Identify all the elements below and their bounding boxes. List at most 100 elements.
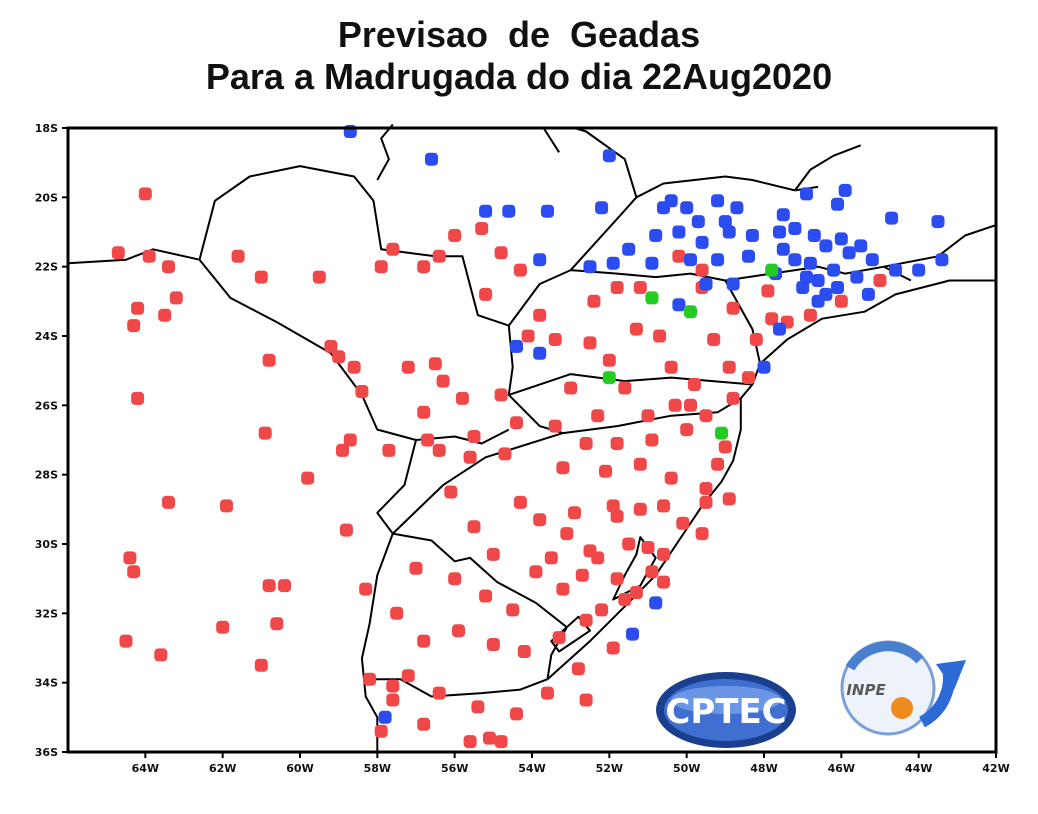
station-frost-marker — [541, 686, 554, 700]
station-frost-marker — [699, 409, 713, 423]
station-frost-marker — [749, 333, 763, 346]
border-line — [360, 533, 394, 752]
lat-tick-label: 32S — [35, 607, 58, 620]
station-markers — [111, 125, 949, 749]
station-frost-marker — [622, 537, 636, 551]
station-no-frost-marker — [827, 263, 841, 277]
inpe-logo: INPE — [840, 640, 966, 736]
cptec-logo-text: CPTEC — [665, 692, 786, 732]
latitude-ticks: 18S 20S 22S 24S 26S 28S 30S 32S 34S 36S — [35, 122, 68, 759]
station-no-frost-marker — [672, 298, 686, 312]
station-frost-marker — [765, 312, 779, 326]
station-frost-marker — [564, 381, 578, 395]
station-no-frost-marker — [533, 346, 547, 360]
station-frost-marker — [220, 499, 233, 513]
station-frost-marker — [726, 391, 740, 405]
station-frost-marker — [127, 565, 141, 579]
station-frost-marker — [676, 516, 690, 530]
station-no-frost-marker — [711, 253, 725, 267]
lon-tick-label: 44W — [905, 762, 932, 775]
border-line — [67, 248, 510, 445]
lon-tick-label: 52W — [596, 762, 623, 775]
station-frost-marker — [254, 658, 268, 672]
title-line-1: Previsao de Geadas — [337, 14, 701, 55]
station-no-frost-marker — [776, 208, 790, 222]
station-frost-marker — [873, 274, 887, 287]
station-no-frost-marker — [811, 294, 825, 308]
station-frost-marker — [363, 672, 377, 686]
station-frost-marker — [386, 693, 400, 707]
station-no-frost-marker — [935, 253, 949, 267]
station-frost-marker — [742, 371, 755, 385]
station-no-frost-marker — [831, 281, 844, 294]
station-no-frost-marker — [788, 253, 802, 267]
station-frost-marker — [494, 735, 508, 749]
lat-tick-label: 24S — [35, 330, 58, 343]
station-frost-marker — [216, 620, 230, 634]
station-no-frost-marker — [664, 194, 678, 208]
station-no-frost-marker — [861, 287, 875, 301]
border-line — [392, 532, 568, 680]
lat-tick-label: 28S — [35, 469, 58, 482]
station-frost-marker — [401, 360, 415, 374]
station-frost-marker — [452, 624, 465, 638]
station-no-frost-marker — [672, 225, 686, 239]
station-frost-marker — [610, 509, 624, 523]
station-frost-marker — [707, 333, 721, 346]
station-frost-marker — [158, 308, 172, 322]
station-frost-marker — [618, 593, 632, 606]
station-no-frost-marker — [745, 229, 759, 242]
station-frost-marker — [154, 648, 168, 662]
lon-tick-label: 56W — [441, 762, 468, 775]
station-frost-marker — [386, 242, 400, 256]
lon-tick-label: 46W — [828, 762, 855, 775]
station-no-frost-marker — [931, 215, 945, 229]
station-frost-marker — [428, 357, 442, 371]
station-frost-marker — [506, 603, 520, 617]
station-frost-marker — [162, 495, 175, 509]
station-frost-marker — [386, 679, 400, 693]
station-frost-marker — [513, 263, 527, 277]
station-no-frost-marker — [699, 277, 713, 291]
station-frost-marker — [629, 322, 643, 336]
station-frost-marker — [718, 440, 732, 454]
station-frost-marker — [339, 523, 353, 537]
station-frost-marker — [695, 263, 709, 277]
station-frost-marker — [653, 329, 667, 343]
station-no-frost-marker — [684, 253, 697, 267]
station-frost-marker — [568, 506, 581, 520]
station-green-marker — [715, 426, 728, 440]
station-frost-marker — [761, 284, 775, 298]
station-frost-marker — [591, 551, 605, 565]
station-no-frost-marker — [776, 242, 790, 256]
station-frost-marker — [629, 586, 643, 599]
station-frost-marker — [355, 385, 369, 398]
station-frost-marker — [432, 443, 446, 457]
station-frost-marker — [421, 433, 435, 447]
station-no-frost-marker — [885, 211, 899, 225]
station-frost-marker — [633, 457, 647, 471]
lat-tick-label: 18S — [35, 122, 58, 135]
station-frost-marker — [417, 260, 431, 274]
lon-tick-label: 64W — [132, 762, 159, 775]
station-frost-marker — [552, 631, 566, 645]
station-frost-marker — [680, 423, 694, 437]
station-frost-marker — [517, 645, 531, 658]
station-frost-marker — [668, 398, 682, 412]
station-no-frost-marker — [649, 596, 663, 610]
title-line-2: Para a Madrugada do dia 22Aug2020 — [205, 56, 833, 97]
station-frost-marker — [444, 485, 458, 499]
station-frost-marker — [726, 301, 740, 315]
station-frost-marker — [657, 499, 670, 513]
station-frost-marker — [258, 426, 272, 440]
station-frost-marker — [556, 582, 570, 596]
station-frost-marker — [486, 547, 500, 561]
station-no-frost-marker — [622, 242, 636, 256]
station-frost-marker — [448, 572, 462, 586]
station-no-frost-marker — [865, 253, 879, 267]
lon-tick-label: 60W — [286, 762, 313, 775]
station-no-frost-marker — [691, 215, 705, 229]
station-frost-marker — [556, 461, 570, 475]
station-frost-marker — [270, 617, 284, 631]
